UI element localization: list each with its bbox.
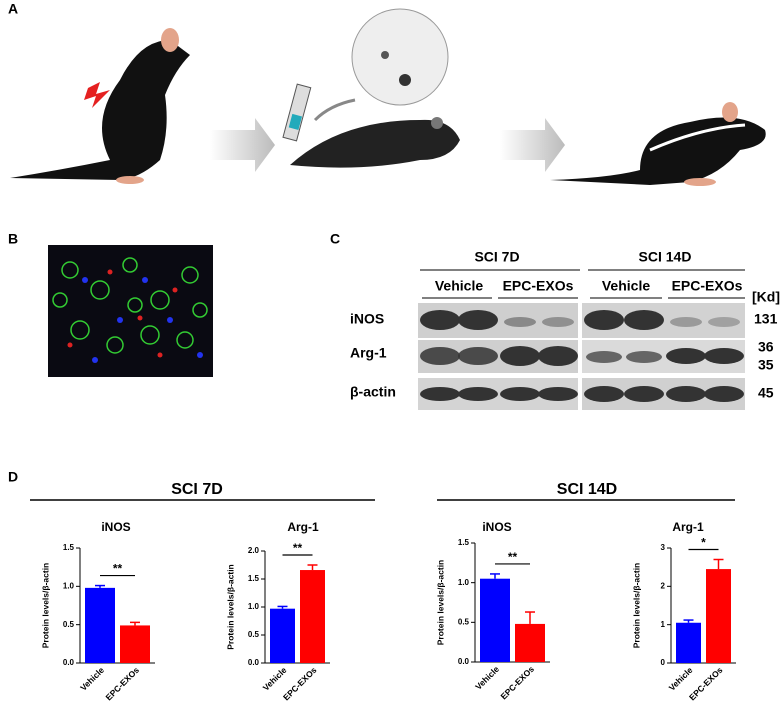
bar (300, 570, 325, 663)
blot-row: β-actin (350, 384, 396, 400)
y-axis-label: Protein levels/β-actin (631, 563, 641, 649)
group-heading: SCI 14D (557, 481, 617, 498)
panel-letter: C (330, 231, 340, 247)
chart-title: Arg-1 (287, 520, 319, 534)
fluorescence-image (48, 245, 213, 377)
bar (676, 622, 701, 663)
band-size: 45 (758, 385, 774, 401)
blot-group: SCI 7D (474, 249, 519, 265)
significance: * (701, 536, 706, 550)
y-tick-label: 0.5 (458, 617, 470, 626)
x-tick-label: Vehicle (473, 664, 501, 692)
significance: ** (508, 550, 518, 564)
recovered-rat (550, 102, 766, 186)
y-tick-label: 0.0 (63, 658, 75, 667)
x-tick-label: EPC-EXOs (104, 665, 142, 703)
y-axis-label: Protein levels/β-actin (40, 563, 50, 649)
panel-letter: D (8, 469, 18, 485)
y-tick-label: 1.0 (458, 578, 470, 587)
y-tick-label: 2 (661, 581, 666, 590)
x-tick-label: Vehicle (667, 665, 695, 693)
bar (706, 569, 731, 663)
blot (418, 303, 745, 410)
significance: ** (293, 541, 303, 555)
blot-row: Arg-1 (350, 345, 387, 361)
y-tick-label: 0 (661, 658, 666, 667)
band-size: 131 (754, 311, 778, 327)
y-tick-label: 1.5 (458, 538, 470, 547)
panel-letter: B (8, 231, 18, 247)
panel-letter: A (8, 1, 18, 17)
arrow (500, 118, 565, 172)
bar (480, 578, 510, 662)
treatment: EPC-EXOs (503, 278, 574, 294)
bar (120, 625, 150, 663)
y-tick-label: 1.5 (248, 574, 260, 583)
chart-title: iNOS (482, 520, 511, 534)
treatment: Vehicle (602, 278, 650, 294)
chart-title: iNOS (101, 520, 130, 534)
y-tick-label: 3 (661, 543, 666, 552)
y-tick-label: 0.5 (248, 630, 260, 639)
x-tick-label: Vehicle (78, 665, 106, 693)
band-size: 35 (758, 357, 774, 373)
y-axis-label: Protein levels/β-actin (225, 564, 235, 650)
group-heading: SCI 7D (171, 481, 223, 498)
y-tick-label: 0.0 (458, 657, 470, 666)
treatment: Vehicle (435, 278, 483, 294)
chart-title: Arg-1 (672, 520, 704, 534)
y-tick-label: 1.5 (63, 543, 75, 552)
treatment: EPC-EXOs (672, 278, 743, 294)
bar (515, 623, 545, 662)
y-tick-label: 2.0 (248, 546, 260, 555)
y-tick-label: 0.0 (248, 658, 260, 667)
y-axis-label: Protein levels/β-actin (435, 560, 445, 646)
x-tick-label: EPC-EXOs (499, 664, 537, 702)
unit: [Kd] (752, 289, 780, 305)
blot-group: SCI 14D (639, 249, 692, 265)
bar (85, 587, 115, 663)
injured-rat (10, 28, 190, 184)
x-tick-label: Vehicle (261, 665, 289, 693)
y-tick-label: 0.5 (63, 620, 75, 629)
significance: ** (113, 562, 123, 576)
band-size: 36 (758, 339, 774, 355)
y-tick-label: 1 (661, 620, 666, 629)
y-tick-label: 1.0 (248, 602, 260, 611)
y-tick-label: 1.0 (63, 581, 75, 590)
blot-row: iNOS (350, 311, 384, 327)
treated-rat (282, 8, 460, 168)
bar (270, 608, 295, 663)
arrow (210, 118, 275, 172)
